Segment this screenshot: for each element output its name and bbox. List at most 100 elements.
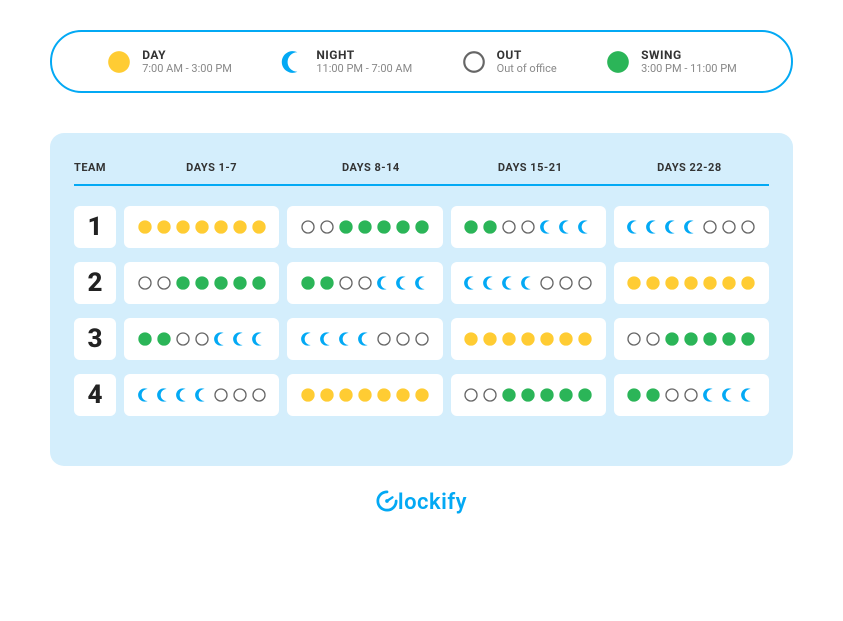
swing-icon bbox=[357, 219, 373, 235]
night-icon bbox=[137, 387, 153, 403]
out-icon bbox=[501, 219, 517, 235]
legend-item-swing: SWING 3:00 PM - 11:00 PM bbox=[605, 48, 737, 75]
week-box-2 bbox=[287, 262, 442, 304]
team-number: 1 bbox=[74, 206, 116, 248]
night-icon bbox=[395, 275, 411, 291]
out-icon bbox=[558, 275, 574, 291]
night-icon bbox=[626, 219, 642, 235]
team-number: 3 bbox=[74, 318, 116, 360]
out-icon bbox=[482, 387, 498, 403]
swing-icon bbox=[319, 275, 335, 291]
night-icon bbox=[338, 331, 354, 347]
legend-label: NIGHT bbox=[316, 48, 412, 62]
day-icon bbox=[300, 387, 316, 403]
out-icon bbox=[251, 387, 267, 403]
swing-icon bbox=[605, 49, 631, 75]
day-icon bbox=[376, 387, 392, 403]
night-icon bbox=[683, 219, 699, 235]
night-icon bbox=[463, 275, 479, 291]
night-icon bbox=[213, 331, 229, 347]
day-icon bbox=[740, 275, 756, 291]
swing-icon bbox=[645, 387, 661, 403]
week-box-2 bbox=[287, 374, 442, 416]
night-icon bbox=[520, 275, 536, 291]
swing-icon bbox=[156, 331, 172, 347]
night-icon bbox=[721, 387, 737, 403]
day-icon bbox=[558, 331, 574, 347]
week-box-3 bbox=[451, 374, 606, 416]
day-icon bbox=[213, 219, 229, 235]
swing-icon bbox=[232, 275, 248, 291]
swing-icon bbox=[539, 387, 555, 403]
night-icon bbox=[645, 219, 661, 235]
day-icon bbox=[721, 275, 737, 291]
out-icon bbox=[137, 275, 153, 291]
out-icon bbox=[232, 387, 248, 403]
out-icon bbox=[156, 275, 172, 291]
night-icon bbox=[501, 275, 517, 291]
week-box-1 bbox=[124, 206, 279, 248]
week-box-3 bbox=[451, 262, 606, 304]
day-icon bbox=[357, 387, 373, 403]
swing-icon bbox=[482, 219, 498, 235]
day-icon bbox=[338, 387, 354, 403]
swing-icon bbox=[213, 275, 229, 291]
legend-label: OUT bbox=[497, 48, 557, 62]
swing-icon bbox=[376, 219, 392, 235]
swing-icon bbox=[300, 275, 316, 291]
day-icon bbox=[482, 331, 498, 347]
swing-icon bbox=[175, 275, 191, 291]
day-icon bbox=[539, 331, 555, 347]
legend-item-night: NIGHT 11:00 PM - 7:00 AM bbox=[280, 48, 412, 75]
week-box-2 bbox=[287, 206, 442, 248]
night-icon bbox=[156, 387, 172, 403]
out-icon bbox=[702, 219, 718, 235]
night-icon bbox=[740, 387, 756, 403]
day-icon bbox=[175, 219, 191, 235]
day-icon bbox=[577, 331, 593, 347]
week-box-4 bbox=[614, 374, 769, 416]
swing-icon bbox=[683, 331, 699, 347]
out-icon bbox=[213, 387, 229, 403]
team-row-2: 2 bbox=[74, 262, 769, 304]
night-icon bbox=[194, 387, 210, 403]
header-team: TEAM bbox=[74, 161, 132, 174]
team-number: 4 bbox=[74, 374, 116, 416]
night-icon bbox=[300, 331, 316, 347]
day-icon bbox=[251, 219, 267, 235]
out-icon bbox=[395, 331, 411, 347]
night-icon bbox=[577, 219, 593, 235]
out-icon bbox=[645, 331, 661, 347]
swing-icon bbox=[338, 219, 354, 235]
night-icon bbox=[357, 331, 373, 347]
schedule-panel: TEAM DAYS 1-7DAYS 8-14DAYS 15-21DAYS 22-… bbox=[50, 133, 793, 466]
swing-icon bbox=[558, 387, 574, 403]
header-week-2: DAYS 8-14 bbox=[291, 161, 450, 174]
night-icon bbox=[664, 219, 680, 235]
week-box-3 bbox=[451, 206, 606, 248]
out-icon bbox=[683, 387, 699, 403]
week-box-4 bbox=[614, 206, 769, 248]
day-icon bbox=[645, 275, 661, 291]
week-box-3 bbox=[451, 318, 606, 360]
out-icon bbox=[414, 331, 430, 347]
swing-icon bbox=[251, 275, 267, 291]
week-box-1 bbox=[124, 318, 279, 360]
out-icon bbox=[664, 387, 680, 403]
swing-icon bbox=[395, 219, 411, 235]
clockify-logo: lockify bbox=[50, 490, 793, 515]
swing-icon bbox=[463, 219, 479, 235]
day-icon bbox=[395, 387, 411, 403]
team-number: 2 bbox=[74, 262, 116, 304]
swing-icon bbox=[740, 331, 756, 347]
out-icon bbox=[175, 331, 191, 347]
day-icon bbox=[501, 331, 517, 347]
night-icon bbox=[280, 49, 306, 75]
day-icon bbox=[319, 387, 335, 403]
night-icon bbox=[175, 387, 191, 403]
day-icon bbox=[106, 49, 132, 75]
night-icon bbox=[702, 387, 718, 403]
team-row-4: 4 bbox=[74, 374, 769, 416]
out-icon bbox=[740, 219, 756, 235]
swing-icon bbox=[577, 387, 593, 403]
